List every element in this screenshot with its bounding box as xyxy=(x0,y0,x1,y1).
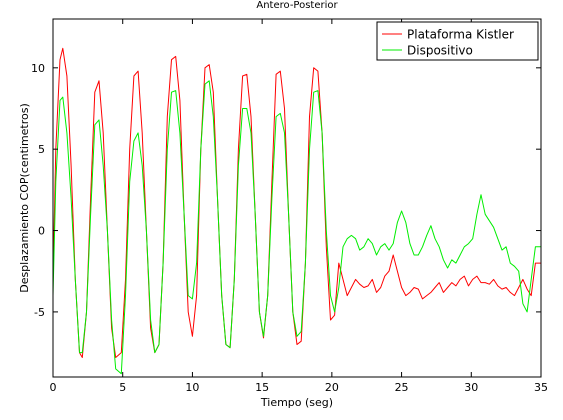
chart-title: Antero-Posterior xyxy=(256,0,338,11)
y-axis-label: Desplazamiento COP(centimetros) xyxy=(18,103,31,293)
series-line-1 xyxy=(52,47,541,358)
x-tick-label: 10 xyxy=(185,381,199,394)
plot-series xyxy=(52,47,541,375)
legend-label-2: Dispositivo xyxy=(407,44,473,58)
x-tick-label: 25 xyxy=(395,381,409,394)
series-line-2 xyxy=(52,80,541,375)
y-tick-label: 0 xyxy=(38,225,45,238)
legend-box xyxy=(376,21,539,61)
y-tick-label: 10 xyxy=(31,62,45,75)
x-tick-label: 30 xyxy=(464,381,478,394)
legend-label-1: Plataforma Kistler xyxy=(407,28,514,42)
x-tick-label: 35 xyxy=(534,381,548,394)
y-tick-label: 5 xyxy=(38,143,45,156)
x-axis-label: Tiempo (seg) xyxy=(260,396,333,409)
axis-ticks: 0 5 10 15 20 25 30 35 -5 0 5 10 xyxy=(31,19,548,394)
legend: Plataforma Kistler Dispositivo xyxy=(376,21,539,61)
x-tick-label: 15 xyxy=(255,381,269,394)
plot-frame xyxy=(52,18,542,378)
x-tick-label: 5 xyxy=(119,381,126,394)
y-tick-label: -5 xyxy=(34,306,45,319)
x-tick-label: 0 xyxy=(50,381,57,394)
x-tick-label: 20 xyxy=(325,381,339,394)
